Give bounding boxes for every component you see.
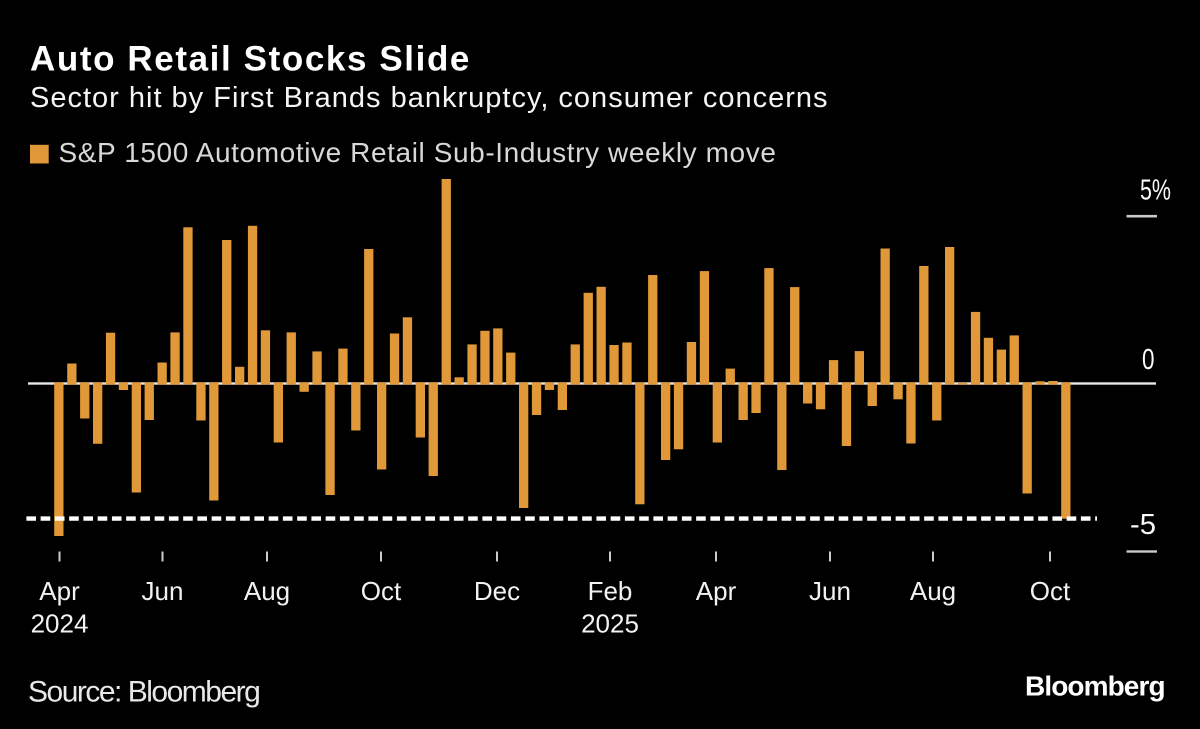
- svg-text:Source: Bloomberg: Source: Bloomberg: [28, 676, 259, 709]
- svg-text:Jun: Jun: [809, 576, 851, 606]
- svg-text:Apr: Apr: [39, 576, 80, 606]
- svg-text:-5: -5: [1130, 509, 1156, 541]
- svg-text:Aug: Aug: [910, 576, 956, 606]
- svg-text:0: 0: [1142, 344, 1155, 376]
- svg-text:Auto Retail Stocks Slide: Auto Retail Stocks Slide: [30, 40, 471, 79]
- svg-text:5%: 5%: [1140, 175, 1171, 207]
- svg-text:Oct: Oct: [1030, 576, 1071, 606]
- svg-text:2025: 2025: [581, 609, 639, 639]
- svg-text:Feb: Feb: [588, 576, 633, 606]
- svg-text:Apr: Apr: [696, 576, 737, 606]
- svg-text:Bloomberg: Bloomberg: [1025, 671, 1165, 702]
- svg-text:Oct: Oct: [361, 576, 402, 606]
- svg-text:2024: 2024: [31, 609, 89, 639]
- svg-text:Jun: Jun: [142, 576, 184, 606]
- svg-text:Dec: Dec: [474, 576, 520, 606]
- svg-text:Sector hit by First Brands ban: Sector hit by First Brands bankruptcy, c…: [30, 82, 829, 114]
- svg-text:S&P 1500 Automotive Retail Sub: S&P 1500 Automotive Retail Sub-Industry …: [59, 137, 777, 168]
- svg-text:Aug: Aug: [244, 576, 290, 606]
